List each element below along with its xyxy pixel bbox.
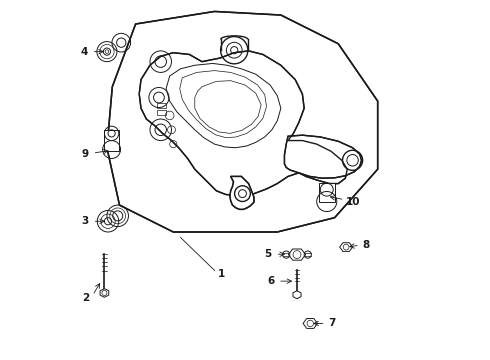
Text: 6: 6 xyxy=(267,276,274,286)
Text: 10: 10 xyxy=(345,197,360,207)
Circle shape xyxy=(105,50,109,53)
Bar xyxy=(319,183,335,202)
Bar xyxy=(104,130,119,151)
Text: 2: 2 xyxy=(82,293,89,303)
Polygon shape xyxy=(340,243,353,251)
Text: 3: 3 xyxy=(82,216,89,226)
Polygon shape xyxy=(293,291,301,299)
Text: 4: 4 xyxy=(81,46,88,57)
Polygon shape xyxy=(100,289,109,297)
Text: 1: 1 xyxy=(218,269,225,279)
Polygon shape xyxy=(230,176,254,210)
Text: 7: 7 xyxy=(328,319,336,328)
Polygon shape xyxy=(285,135,362,178)
Polygon shape xyxy=(107,12,378,232)
Polygon shape xyxy=(289,249,306,260)
Polygon shape xyxy=(139,51,347,196)
Polygon shape xyxy=(303,319,318,328)
Text: 5: 5 xyxy=(265,249,272,259)
Text: 9: 9 xyxy=(82,149,89,159)
Text: 8: 8 xyxy=(363,239,370,249)
